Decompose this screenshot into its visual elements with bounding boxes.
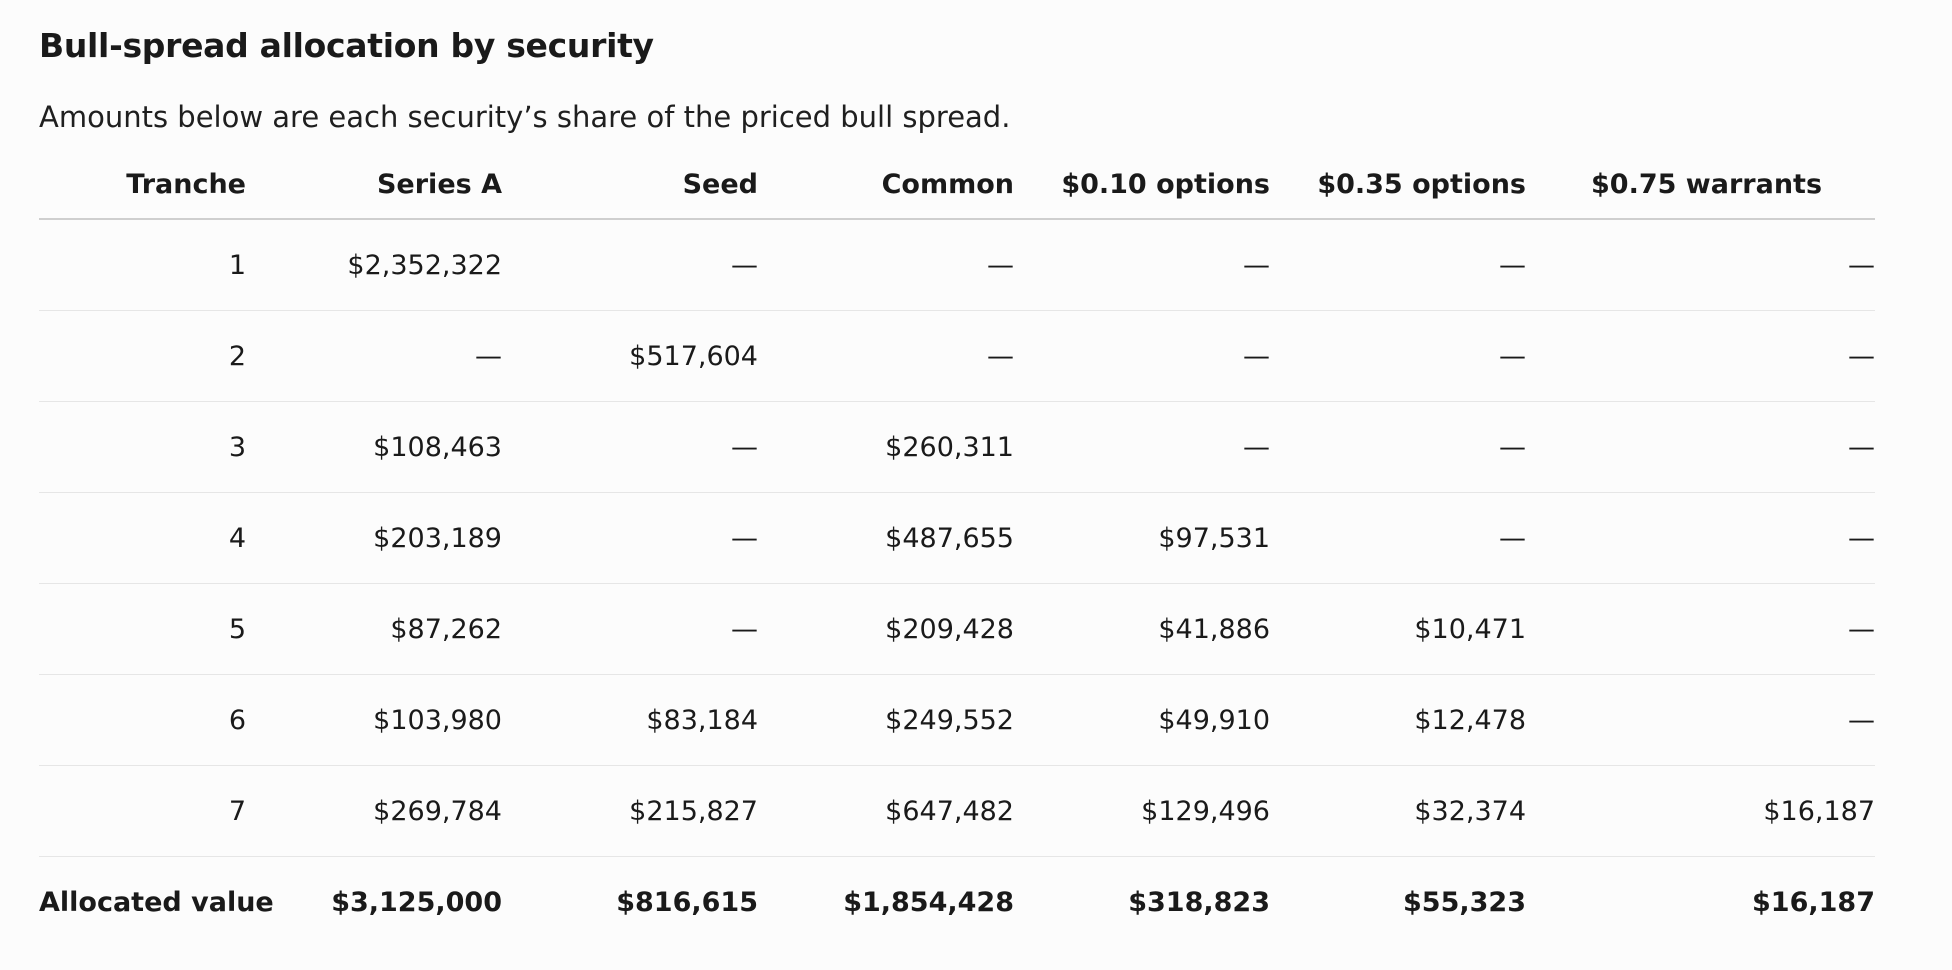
total-075-warrants: $16,187 <box>1752 886 1875 918</box>
table-row: 1 $2,352,322 — — — — — <box>39 219 1875 311</box>
cell-common: $249,552 <box>758 674 1014 766</box>
cell-010-options: — <box>1014 219 1270 311</box>
cell-common: — <box>758 219 1014 311</box>
column-header-seed: Seed <box>502 155 758 220</box>
page-subtitle: Amounts below are each security’s share … <box>39 100 1011 134</box>
cell-035-options: $12,478 <box>1270 674 1526 766</box>
cell-series-a: $2,352,322 <box>246 219 502 311</box>
cell-075-warrants: — <box>1526 401 1875 493</box>
cell-common: — <box>758 310 1014 402</box>
cell-075-warrants: $16,187 <box>1526 765 1875 857</box>
cell-seed: $517,604 <box>502 310 758 402</box>
column-header-035-options: $0.35 options <box>1270 155 1526 220</box>
cell-series-a: — <box>246 310 502 402</box>
cell-tranche: 7 <box>39 765 246 857</box>
column-header-tranche: Tranche <box>39 155 246 220</box>
cell-seed: — <box>502 492 758 584</box>
column-header-010-options: $0.10 options <box>1014 155 1270 220</box>
cell-035-options: — <box>1270 492 1526 584</box>
total-label: Allocated value <box>39 886 274 918</box>
cell-075-warrants: — <box>1526 492 1875 584</box>
table-header-row: Tranche Series A Seed Common $0.10 optio… <box>39 155 1875 220</box>
table-row: 4 $203,189 — $487,655 $97,531 — — <box>39 492 1875 584</box>
cell-010-options: — <box>1014 310 1270 402</box>
cell-tranche: 1 <box>39 219 246 311</box>
total-seed: $816,615 <box>616 886 758 918</box>
column-header-series-a: Series A <box>246 155 502 220</box>
cell-seed: — <box>502 401 758 493</box>
cell-075-warrants: — <box>1526 219 1875 311</box>
cell-series-a: $87,262 <box>246 583 502 675</box>
table-row: 2 — $517,604 — — — — <box>39 310 1875 402</box>
total-common: $1,854,428 <box>843 886 1014 918</box>
page-title: Bull-spread allocation by security <box>39 26 654 65</box>
cell-010-options: $129,496 <box>1014 765 1270 857</box>
cell-035-options: $32,374 <box>1270 765 1526 857</box>
cell-series-a: $269,784 <box>246 765 502 857</box>
cell-035-options: — <box>1270 401 1526 493</box>
cell-tranche: 2 <box>39 310 246 402</box>
cell-seed: — <box>502 583 758 675</box>
cell-010-options: $49,910 <box>1014 674 1270 766</box>
cell-common: $487,655 <box>758 492 1014 584</box>
cell-seed: $215,827 <box>502 765 758 857</box>
cell-035-options: — <box>1270 219 1526 311</box>
column-header-075-warrants: $0.75 warrants <box>1526 155 1875 220</box>
cell-common: $260,311 <box>758 401 1014 493</box>
cell-seed: $83,184 <box>502 674 758 766</box>
total-010-options: $318,823 <box>1128 886 1270 918</box>
total-035-options: $55,323 <box>1403 886 1526 918</box>
cell-series-a: $203,189 <box>246 492 502 584</box>
cell-075-warrants: — <box>1526 674 1875 766</box>
cell-tranche: 6 <box>39 674 246 766</box>
cell-seed: — <box>502 219 758 311</box>
cell-common: $209,428 <box>758 583 1014 675</box>
cell-tranche: 4 <box>39 492 246 584</box>
table-row: 5 $87,262 — $209,428 $41,886 $10,471 — <box>39 583 1875 675</box>
cell-035-options: — <box>1270 310 1526 402</box>
column-header-common: Common <box>758 155 1014 220</box>
cell-tranche: 5 <box>39 583 246 675</box>
cell-tranche: 3 <box>39 401 246 493</box>
table-row: 6 $103,980 $83,184 $249,552 $49,910 $12,… <box>39 674 1875 766</box>
cell-common: $647,482 <box>758 765 1014 857</box>
table-row: 7 $269,784 $215,827 $647,482 $129,496 $3… <box>39 765 1875 857</box>
total-series-a: $3,125,000 <box>331 886 502 918</box>
cell-075-warrants: — <box>1526 310 1875 402</box>
cell-series-a: $103,980 <box>246 674 502 766</box>
cell-010-options: — <box>1014 401 1270 493</box>
cell-035-options: $10,471 <box>1270 583 1526 675</box>
allocation-table: Tranche Series A Seed Common $0.10 optio… <box>39 155 1875 947</box>
table-row: 3 $108,463 — $260,311 — — — <box>39 401 1875 493</box>
cell-075-warrants: — <box>1526 583 1875 675</box>
cell-series-a: $108,463 <box>246 401 502 493</box>
cell-010-options: $41,886 <box>1014 583 1270 675</box>
table-total-row: Allocated value $3,125,000 $816,615 $1,8… <box>39 857 1875 948</box>
cell-010-options: $97,531 <box>1014 492 1270 584</box>
